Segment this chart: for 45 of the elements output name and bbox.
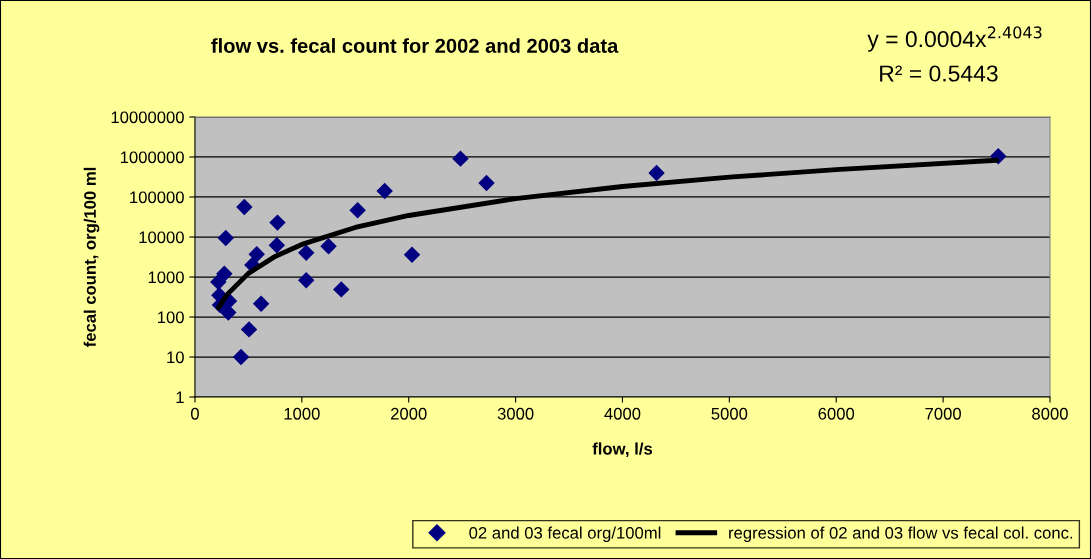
- y-tick-label: 10000: [139, 231, 184, 244]
- x-tick-label: 3000: [497, 407, 534, 420]
- point: [452, 150, 469, 167]
- y-tick-label: 10000000: [111, 111, 184, 124]
- point: [478, 174, 495, 192]
- point: [403, 246, 421, 263]
- x-axis-title: flow, l/s: [592, 442, 653, 458]
- y-tick-label: 100: [158, 311, 184, 324]
- y-axis-title: fecal count, org/100 ml: [83, 167, 100, 348]
- y-tick-label: 1000000: [120, 151, 184, 164]
- y-tick-label: 100000: [130, 191, 184, 204]
- point: [232, 348, 250, 366]
- chart-title: flow vs. fecal count for 2002 and 2003 data: [211, 38, 619, 53]
- text: R² = 0.5443: [880, 65, 998, 82]
- x-tick-label: 4000: [604, 407, 641, 420]
- point: [217, 229, 234, 247]
- point: [248, 246, 265, 263]
- x-tick-label: 7000: [925, 407, 961, 420]
- point: [376, 182, 393, 200]
- point: [269, 214, 286, 231]
- point: [648, 164, 665, 182]
- point: [333, 281, 350, 298]
- point: [268, 237, 286, 254]
- x-tick-label: 8000: [1032, 407, 1068, 420]
- point: [236, 198, 253, 216]
- legend-label: regression of 02 and 03 flow vs fecal col. conc.: [729, 526, 1073, 543]
- point: [240, 321, 258, 338]
- y-tick-label: 10: [167, 351, 184, 364]
- y-tick-label: 1: [176, 391, 184, 404]
- point: [216, 265, 233, 283]
- point: [298, 272, 315, 289]
- text: y = 0.0004x$^{2.4043}$: [867, 26, 1042, 52]
- point: [320, 238, 337, 255]
- x-tick-label: 5000: [711, 407, 748, 420]
- x-tick-label: 1000: [284, 407, 320, 420]
- point: [349, 202, 366, 219]
- x-tick-label: 2000: [391, 407, 427, 420]
- x-tick-label: 6000: [818, 407, 855, 420]
- point: [298, 244, 315, 261]
- point: [220, 304, 237, 321]
- y-tick-label: 1000: [148, 271, 184, 284]
- x-tick-label: 0: [190, 407, 199, 420]
- point: [252, 295, 270, 312]
- point: [210, 273, 227, 291]
- legend-label: 02 and 03 fecal org/100ml: [469, 526, 661, 543]
